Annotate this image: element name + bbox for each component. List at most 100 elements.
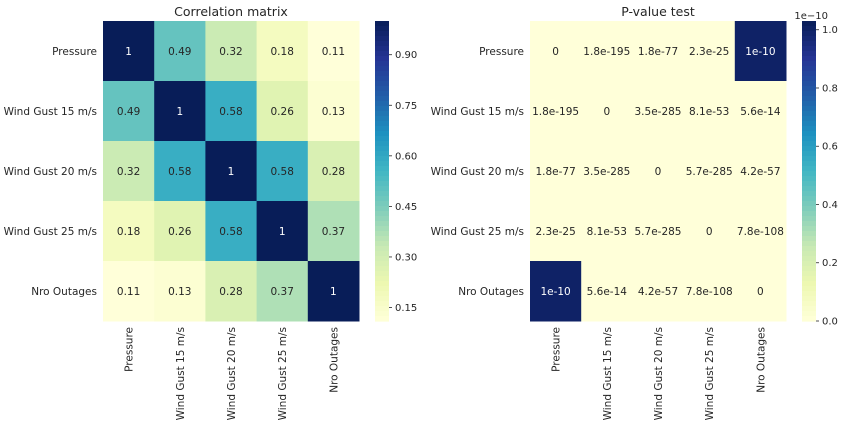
heatmap-1-ytick-label: Wind Gust 20 m/s [431, 166, 524, 178]
heatmap-0-ytick-label: Wind Gust 15 m/s [4, 106, 97, 118]
heatmap-0-cell [256, 81, 309, 142]
heatmap-0-cell [154, 141, 206, 202]
heatmap-1-cell [632, 261, 685, 322]
colorbar-1-segment [802, 176, 816, 182]
colorbar-1-segment [802, 256, 816, 262]
colorbar-0-segment [375, 241, 389, 247]
colorbar-0-segment [375, 36, 389, 42]
colorbar-0-segment [375, 101, 389, 107]
colorbar-1-segment [802, 161, 816, 167]
colorbar-1-segment [802, 41, 816, 47]
heatmap-0-cell-label: 0.49 [117, 106, 140, 118]
heatmap-0-cell [205, 21, 258, 82]
colorbar-1-segment [802, 186, 816, 192]
colorbar-0-segment [375, 291, 389, 297]
colorbar-1-segment [802, 266, 816, 272]
colorbar-0-tick-label: 0.75 [395, 101, 417, 112]
heatmap-0-xtick-label: Nro Outages [328, 327, 340, 393]
colorbar-0-segment [375, 206, 389, 212]
heatmap-0-cell-label: 0.58 [219, 106, 242, 118]
colorbar-1-tick-label: 1.0 [822, 25, 838, 36]
heatmap-1-cell [683, 201, 736, 262]
colorbar-0-segment [375, 111, 389, 117]
colorbar-0-segment [375, 96, 389, 102]
heatmap-1-cell [581, 201, 633, 262]
heatmap-1-cell-label: 4.2e-57 [740, 166, 780, 178]
colorbar-1-segment [802, 241, 816, 247]
heatmap-1-cell-label: 5.6e-14 [740, 106, 781, 118]
colorbar-1-segment [802, 151, 816, 157]
heatmap-0-ytick-label: Nro Outages [31, 286, 97, 298]
heatmap-0-cell-label: 0.58 [219, 226, 242, 238]
colorbar-1-segment [802, 56, 816, 62]
heatmap-0-cell [307, 81, 360, 142]
heatmap-1-cell [581, 21, 633, 82]
colorbar-0-segment [375, 51, 389, 57]
colorbar-0-segment [375, 171, 389, 177]
colorbar-1-segment [802, 71, 816, 77]
heatmap-0-cell-label: 0.18 [117, 226, 140, 238]
colorbar-0-segment [375, 131, 389, 137]
colorbar-1-segment [802, 306, 816, 312]
colorbar-1-segment [802, 201, 816, 207]
heatmap-0-cell [205, 201, 258, 262]
heatmap-1-cell-label: 0 [655, 166, 662, 178]
heatmap-0-cell [205, 261, 258, 322]
colorbar-1-offset: 1e−10 [794, 11, 828, 22]
heatmap-0-cell [154, 261, 206, 322]
colorbar-1-segment [802, 121, 816, 127]
heatmap-1-cell-label: 5.7e-285 [635, 226, 682, 238]
colorbar-0-segment [375, 136, 389, 142]
heatmap-0-xtick-label: Wind Gust 20 m/s [226, 327, 238, 420]
colorbar-0-segment [375, 211, 389, 217]
colorbar-0-segment [375, 311, 389, 317]
colorbar-1-segment [802, 281, 816, 287]
colorbar-1-segment [802, 46, 816, 52]
colorbar-1-segment [802, 131, 816, 137]
colorbar-0-tick-label: 0.45 [395, 202, 417, 213]
heatmap-0-ytick-label: Wind Gust 20 m/s [4, 166, 97, 178]
colorbar-0-segment [375, 146, 389, 152]
colorbar-1-segment [802, 111, 816, 117]
colorbar-0-segment [375, 246, 389, 252]
colorbar-0-tick-label: 0.30 [395, 252, 417, 263]
heatmap-1-cell-label: 1.8e-77 [535, 166, 575, 178]
colorbar-1-segment [802, 271, 816, 277]
colorbar-0-segment [375, 141, 389, 147]
colorbar-0-segment [375, 301, 389, 307]
heatmap-1-cell [734, 141, 787, 202]
colorbar-1-segment [802, 156, 816, 162]
heatmap-0-cell [307, 261, 360, 322]
colorbar-1-segment [802, 251, 816, 257]
heatmap-0-ytick-label: Wind Gust 25 m/s [4, 226, 97, 238]
colorbar-0-segment [375, 316, 389, 322]
heatmap-0-cell-label: 0.32 [117, 166, 140, 178]
colorbar-0-segment [375, 126, 389, 132]
heatmap-1-cell [530, 201, 582, 262]
heatmap-1-cell-label: 7.8e-108 [686, 286, 733, 298]
heatmap-1-cell-label: 7.8e-108 [737, 226, 784, 238]
heatmap-0-cell [103, 21, 155, 82]
colorbar-0-tick-label: 0.15 [395, 303, 417, 314]
colorbar-1-segment [802, 166, 816, 172]
heatmap-0-cell-label: 0.13 [322, 106, 345, 118]
heatmap-1-ytick-label: Nro Outages [458, 286, 524, 298]
colorbar-1-segment [802, 181, 816, 187]
colorbar-0-segment [375, 261, 389, 267]
colorbar-1-segment [802, 291, 816, 297]
colorbar-1-segment [802, 286, 816, 292]
heatmap-0-cell-label: 0.58 [168, 166, 191, 178]
heatmap-1-xtick-label: Wind Gust 25 m/s [704, 327, 716, 420]
heatmap-1-cell [530, 21, 582, 82]
heatmap-1-cell-label: 1.8e-77 [638, 46, 678, 58]
colorbar-1-segment [802, 61, 816, 67]
colorbar-1-tick-label: 0.2 [822, 258, 838, 269]
heatmap-0-cell [103, 81, 155, 142]
heatmap-1-cell [683, 81, 736, 142]
colorbar-0-segment [375, 226, 389, 232]
colorbar-0-segment [375, 296, 389, 302]
colorbar-1-tick-label: 0.8 [822, 83, 838, 94]
heatmap-0-cell-label: 0.28 [219, 286, 242, 298]
heatmap-0-cell-label: 1 [125, 46, 132, 58]
heatmap-0-cell-label: 0.32 [219, 46, 242, 58]
